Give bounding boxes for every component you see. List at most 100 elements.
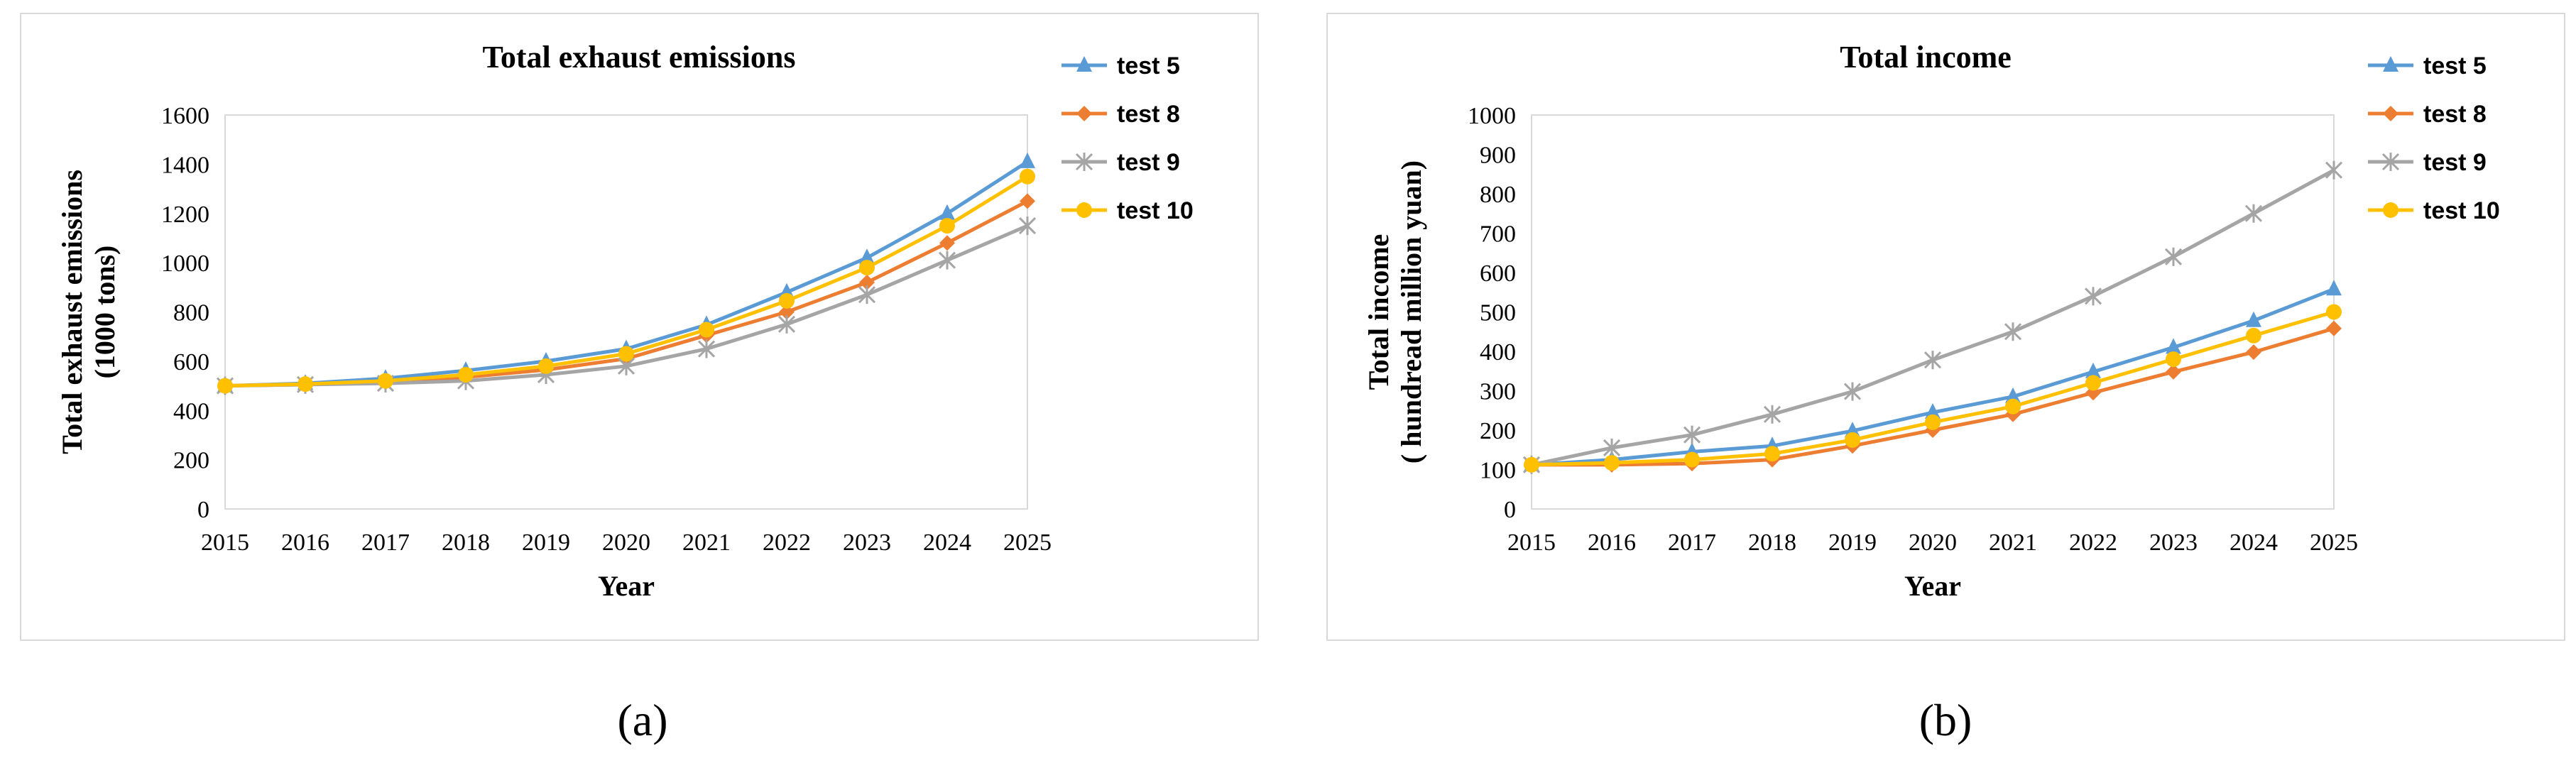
legend-entry: test 8 [1117,101,1180,128]
data-point [458,366,474,383]
legend-marker [2383,202,2398,218]
x-tick-label: 2025 [2310,529,2358,556]
x-tick-label: 2020 [1909,529,1957,556]
data-point [1020,193,1035,209]
data-point [2326,320,2342,336]
caption-a: (a) [617,695,668,745]
data-point [859,260,875,276]
caption-b: (b) [1919,695,1972,745]
data-point [2166,351,2181,368]
legend-entry: test 9 [2423,149,2487,176]
data-point [1843,382,1862,401]
x-tick-label: 2017 [361,529,410,556]
data-point [2004,322,2022,341]
data-point [2166,363,2181,380]
data-point [1925,414,1941,430]
data-point [378,373,393,389]
legend-marker [1076,202,1092,218]
y-tick-label: 700 [1480,221,1516,248]
x-tick-label: 2016 [281,529,329,556]
chart-panel-a: Total exhaust emissions 0 200 400 600 800 1000… [20,13,1259,641]
x-tick-label: 2015 [201,529,249,556]
y-tick-label: 0 [1504,497,1516,523]
x-axis-label: Year [598,570,655,602]
y-tick-label: 0 [197,497,209,523]
data-point [2166,338,2181,354]
x-tick-label: 2022 [2069,529,2117,556]
data-point [1020,152,1035,168]
y-axis-label: Total exhaust emissions [56,170,88,454]
series-line [1531,287,2335,467]
y-axis-label: Total income [1363,234,1395,390]
y-tick-label: 400 [1480,339,1516,366]
chart-a-svg: Total exhaust emissions 0 200 400 600 800 1000… [56,40,1194,602]
x-tick-label: 2025 [1003,529,1052,556]
legend-marker [2383,106,2398,121]
x-tick-label: 2019 [522,529,570,556]
y-tick-label: 500 [1480,300,1516,326]
y-tick-label: 800 [1480,182,1516,208]
y-tick-label: 600 [173,349,209,375]
data-point [2164,247,2183,266]
legend-marker [2383,56,2398,72]
y-tick-label: 100 [1480,458,1516,484]
data-point [217,378,233,394]
plot-area [1531,114,2335,510]
data-point [538,358,554,374]
data-point [858,285,876,304]
plot-area [224,114,1028,510]
data-point [2244,204,2263,223]
data-point [939,204,955,220]
y-tick-label: 1000 [1468,103,1516,129]
legend-entry: test 9 [1117,149,1180,176]
data-point [2085,362,2101,378]
x-tick-label: 2023 [2149,529,2198,556]
chart-b-svg: Total income 0 100 200 300 400 500 600 700 800 900… [1363,40,2500,602]
data-point [2005,398,2021,415]
x-tick-label: 2019 [1828,529,1877,556]
data-point [2246,311,2261,327]
data-point [1604,455,1620,471]
legend-marker [1076,106,1092,121]
data-point [2005,387,2021,403]
data-point [2326,280,2342,296]
data-point [1524,456,1539,473]
legend-entry: test 8 [2423,101,2487,128]
y-axis-label: (1000 tons) [89,246,121,379]
y-tick-label: 200 [1480,418,1516,444]
series-test-8 [1524,320,2342,473]
x-tick-label: 2016 [1588,529,1636,556]
x-tick-label: 2021 [682,529,731,556]
y-tick-label: 1400 [161,152,209,178]
chart-title: Total income [1840,40,2012,75]
y-tick-label: 1000 [161,251,209,277]
data-point [1923,351,1942,370]
y-tick-label: 400 [173,398,209,424]
x-tick-label: 2018 [442,529,490,556]
data-point [618,346,634,362]
legend-entry: test 5 [1117,53,1180,79]
y-tick-label: 800 [173,300,209,326]
data-point [2325,160,2343,180]
data-point [298,376,313,393]
y-tick-label: 1200 [161,202,209,228]
data-point [939,235,955,251]
legend-marker [1075,153,1093,171]
data-point [1845,432,1860,448]
x-tick-label: 2017 [1668,529,1716,556]
data-point [938,251,956,270]
legend-marker [2381,153,2400,171]
data-point [699,322,714,338]
x-tick-label: 2018 [1748,529,1796,556]
data-point [859,248,875,265]
legend-entry: test 10 [1117,197,1194,224]
x-tick-label: 2023 [843,529,891,556]
y-axis-label: ( hundread million yuan) [1395,160,1427,463]
y-tick-label: 1600 [161,103,209,129]
series-test-10 [217,168,1035,394]
y-tick-label: 200 [173,448,209,474]
data-point [1683,425,1701,444]
chart-panel-b: Total income 0 100 200 300 400 500 600 700 800 900… [1326,13,2565,641]
data-point [777,314,796,334]
series-test-10 [1524,304,2342,473]
